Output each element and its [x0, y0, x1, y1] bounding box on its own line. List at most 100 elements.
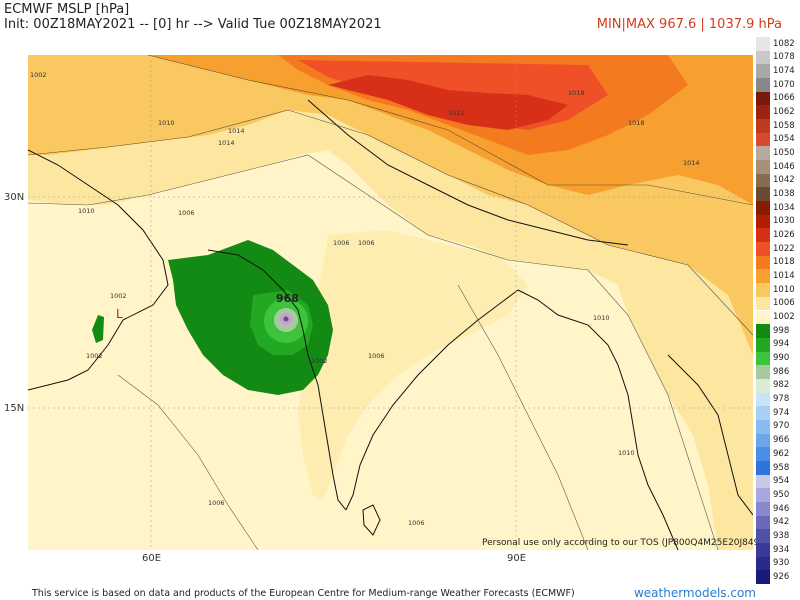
legend-level-label: 974: [773, 407, 790, 418]
legend-level-label: 1070: [773, 79, 795, 90]
min-max-readout: MIN|MAX 967.6 | 1037.9 hPa: [596, 17, 782, 32]
legend-row: 1054: [756, 132, 800, 147]
legend-row: 1042: [756, 173, 800, 188]
isobar-band-1006-india: [298, 230, 528, 500]
coast-indochina: [667, 354, 753, 516]
pressure-legend: 1082 1078 1074 1070 1066 1062 1058 1054 1050 1046…: [756, 37, 800, 584]
legend-row: 966: [756, 433, 800, 448]
legend-swatch: [756, 337, 770, 352]
legend-row: 950: [756, 488, 800, 502]
legend-level-label: 994: [773, 339, 790, 350]
isobar-label: 1014: [218, 139, 235, 147]
legend-swatch: [756, 119, 770, 133]
legend-row: 1026: [756, 228, 800, 243]
coast-burma: [617, 364, 679, 550]
legend-swatch: [756, 351, 770, 366]
legend-swatch: [756, 474, 770, 489]
legend-level-label: 1014: [773, 271, 795, 282]
legend-level-label: 1074: [773, 65, 795, 76]
legend-swatch: [756, 187, 770, 202]
legend-level-label: 958: [773, 462, 790, 473]
isobar-label: 1006: [358, 239, 375, 247]
legend-level-label: 986: [773, 366, 790, 377]
legend-level-label: 1050: [773, 147, 795, 158]
brand-link[interactable]: weathermodels.com: [633, 586, 756, 600]
isobar-label: 1006: [178, 209, 195, 217]
legend-swatch: [756, 556, 770, 571]
isobar-contours: [28, 55, 753, 550]
legend-swatch: [756, 529, 770, 543]
legend-row: 1030: [756, 214, 800, 229]
legend-level-label: 1002: [773, 312, 795, 323]
isobar-label: 1014: [683, 159, 700, 167]
legend-level-label: 1010: [773, 284, 795, 295]
legend-row: 1082: [756, 37, 800, 51]
legend-row: 1050: [756, 146, 800, 161]
legend-level-label: 950: [773, 489, 790, 500]
isobar-line: [28, 109, 753, 336]
legend-row: 930: [756, 556, 800, 571]
legend-swatch: [756, 160, 770, 174]
cyclone-low-998: [168, 240, 333, 395]
legend-level-label: 982: [773, 380, 790, 391]
isobar-line: [28, 154, 719, 550]
legend-swatch: [756, 419, 770, 434]
legend-swatch: [756, 91, 770, 106]
chart-title: ECMWF MSLP [hPa]: [4, 2, 130, 17]
isobar-label: 1022: [448, 109, 465, 117]
legend-swatch: [756, 501, 770, 516]
legend-swatch: [756, 228, 770, 243]
isobar-line: [457, 284, 589, 550]
isobar-labels: 1002 1002 1002 1006 1006 1006 1006 1006 …: [30, 71, 700, 527]
legend-level-label: 978: [773, 394, 790, 405]
legend-row: 1066: [756, 91, 800, 106]
isobar-label: 1002: [30, 71, 47, 79]
legend-swatch: [756, 542, 770, 557]
isobar-label: 1002: [110, 292, 127, 300]
legend-row: 934: [756, 542, 800, 557]
legend-row: 1002: [756, 310, 800, 325]
isobar-band-1030: [328, 75, 568, 130]
legend-row: 970: [756, 419, 800, 434]
graticule: [28, 55, 753, 550]
legend-swatch: [756, 378, 770, 393]
isobar-label: 1006: [208, 499, 225, 507]
isobar-label: 1002: [86, 352, 103, 360]
legend-level-label: 990: [773, 353, 790, 364]
legend-level-label: 970: [773, 421, 790, 432]
legend-level-label: 946: [773, 503, 790, 514]
legend-level-label: 930: [773, 558, 790, 569]
coastal-low-patch: [92, 315, 104, 343]
isobar-label: 1010: [78, 207, 95, 215]
legend-level-label: 926: [773, 571, 790, 582]
lon-label-90e: 90E: [507, 553, 527, 564]
legend-swatch: [756, 173, 770, 188]
legend-row: 1038: [756, 187, 800, 202]
legend-swatch: [756, 488, 770, 502]
legend-level-label: 1058: [773, 120, 795, 131]
legend-swatch: [756, 37, 770, 51]
legend-swatch: [756, 50, 770, 65]
legend-swatch: [756, 201, 770, 215]
legend-level-label: 1006: [773, 298, 795, 309]
lon-label-60e: 60E: [142, 553, 162, 564]
legend-level-label: 1062: [773, 106, 795, 117]
legend-swatch: [756, 324, 770, 338]
legend-swatch: [756, 570, 770, 584]
legend-level-label: 1018: [773, 257, 795, 268]
isobar-label: 1010: [618, 449, 635, 457]
legend-row: 994: [756, 337, 800, 352]
legend-level-label: 1082: [773, 38, 795, 49]
legend-row: 958: [756, 460, 800, 475]
legend-swatch: [756, 296, 770, 311]
legend-swatch: [756, 406, 770, 420]
coast-arabia: [28, 149, 169, 391]
legend-swatch: [756, 78, 770, 92]
legend-row: 982: [756, 378, 800, 393]
legend-row: 974: [756, 406, 800, 420]
legend-swatch: [756, 392, 770, 407]
legend-row: 978: [756, 392, 800, 407]
low-pressure-marker: L: [116, 307, 123, 321]
isobar-label: 1006: [368, 352, 385, 360]
border-himalaya: [307, 99, 629, 246]
